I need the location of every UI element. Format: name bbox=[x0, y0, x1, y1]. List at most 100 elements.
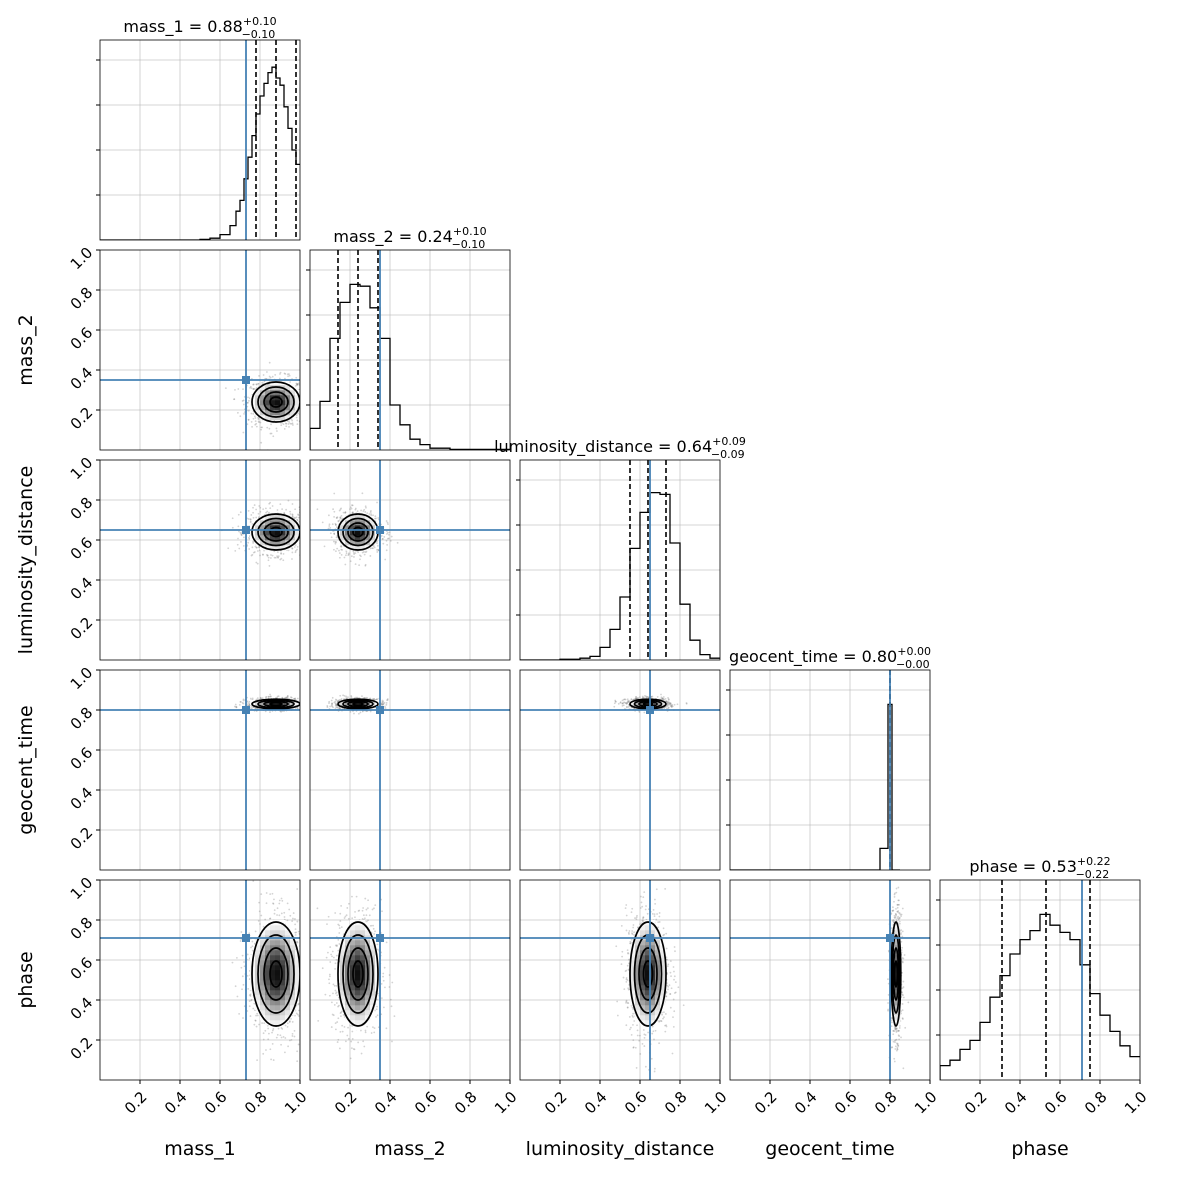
sample-point bbox=[347, 696, 349, 699]
sample-point bbox=[340, 545, 343, 548]
sample-point bbox=[274, 373, 277, 376]
sample-point bbox=[335, 526, 338, 528]
sample-point bbox=[364, 511, 367, 513]
sample-point bbox=[275, 427, 278, 430]
density-bin bbox=[295, 530, 300, 536]
density-bin bbox=[295, 395, 300, 401]
sample-point bbox=[258, 516, 260, 518]
sample-point bbox=[255, 546, 258, 549]
sample-point bbox=[249, 518, 252, 521]
sample-point bbox=[335, 516, 338, 519]
sample-point bbox=[308, 706, 310, 708]
sample-point bbox=[368, 513, 371, 515]
density-bin bbox=[345, 515, 351, 521]
sample-point bbox=[243, 536, 245, 539]
sample-point bbox=[256, 562, 259, 565]
sample-point bbox=[357, 712, 360, 715]
sample-point bbox=[294, 508, 297, 511]
sample-point bbox=[304, 532, 306, 534]
sample-point bbox=[298, 382, 300, 385]
sample-point bbox=[313, 543, 315, 545]
density-bin bbox=[295, 525, 300, 531]
sample-point bbox=[288, 373, 290, 375]
histogram-luminosity_distance bbox=[520, 491, 720, 660]
sample-point bbox=[335, 699, 338, 702]
sample-point bbox=[268, 361, 271, 364]
sample-point bbox=[284, 377, 286, 380]
density-bin bbox=[255, 520, 261, 526]
sample-point bbox=[351, 504, 354, 507]
sample-point bbox=[315, 534, 317, 536]
sample-point bbox=[240, 701, 242, 703]
sample-point bbox=[242, 399, 245, 402]
sample-point bbox=[369, 555, 372, 557]
sample-point bbox=[321, 392, 323, 394]
sample-point bbox=[269, 711, 271, 713]
sample-point bbox=[258, 545, 261, 548]
sample-point bbox=[381, 703, 384, 706]
sample-point bbox=[283, 427, 286, 430]
sample-point bbox=[276, 556, 279, 558]
panel-title-mass_2: mass_2 = 0.24+0.10 −0.10 bbox=[333, 225, 486, 251]
sample-point bbox=[293, 698, 296, 701]
density-bin bbox=[355, 540, 361, 546]
sample-point bbox=[333, 540, 335, 543]
sample-point bbox=[304, 377, 306, 379]
sample-point bbox=[339, 707, 341, 710]
sample-point bbox=[227, 547, 230, 550]
sample-point bbox=[387, 537, 390, 540]
sample-point bbox=[268, 502, 271, 505]
sample-point bbox=[239, 511, 242, 514]
sample-point bbox=[262, 553, 264, 556]
sample-point bbox=[251, 553, 254, 556]
sample-point bbox=[380, 534, 383, 537]
density-bin bbox=[265, 405, 271, 411]
sample-point bbox=[295, 382, 298, 385]
sample-point bbox=[301, 540, 303, 542]
density-bin bbox=[360, 520, 366, 526]
sample-point bbox=[279, 373, 281, 375]
panel-luminosity_distance-geocent_time bbox=[519, 669, 721, 871]
sample-point bbox=[254, 707, 257, 710]
sample-point bbox=[255, 422, 258, 425]
sample-point bbox=[323, 545, 326, 548]
sample-point bbox=[386, 537, 389, 540]
sample-point bbox=[396, 541, 399, 544]
sample-point bbox=[381, 703, 384, 705]
sample-point bbox=[239, 531, 242, 534]
contour-0 bbox=[352, 701, 364, 707]
sample-point bbox=[381, 700, 384, 703]
sample-point bbox=[257, 417, 260, 420]
sample-point bbox=[326, 705, 329, 707]
sample-point bbox=[334, 523, 337, 526]
sample-point bbox=[288, 374, 291, 377]
density-bin bbox=[280, 405, 286, 411]
sample-point bbox=[387, 523, 389, 526]
sample-point bbox=[248, 536, 250, 539]
sample-point bbox=[281, 421, 284, 424]
sample-point bbox=[624, 698, 627, 701]
density-bin bbox=[270, 415, 276, 421]
sample-point bbox=[301, 539, 303, 541]
density-bin bbox=[270, 515, 276, 521]
truth-marker bbox=[242, 706, 250, 714]
density-bin bbox=[290, 410, 296, 416]
density-bin bbox=[265, 385, 271, 391]
sample-point bbox=[339, 516, 342, 519]
contour-1 bbox=[347, 700, 369, 708]
density-bin bbox=[260, 400, 266, 406]
sample-point bbox=[257, 420, 260, 423]
panel-frame bbox=[519, 459, 721, 661]
sample-point bbox=[236, 411, 239, 414]
sample-point bbox=[305, 701, 307, 703]
sample-point bbox=[296, 518, 298, 521]
sample-point bbox=[303, 522, 305, 524]
sample-point bbox=[334, 704, 337, 707]
sample-point bbox=[386, 698, 389, 700]
sample-point bbox=[381, 699, 384, 702]
panel-content bbox=[100, 250, 323, 450]
sample-point bbox=[347, 553, 350, 556]
sample-point bbox=[385, 549, 388, 552]
sample-point bbox=[294, 551, 297, 554]
density-bin bbox=[365, 535, 371, 541]
